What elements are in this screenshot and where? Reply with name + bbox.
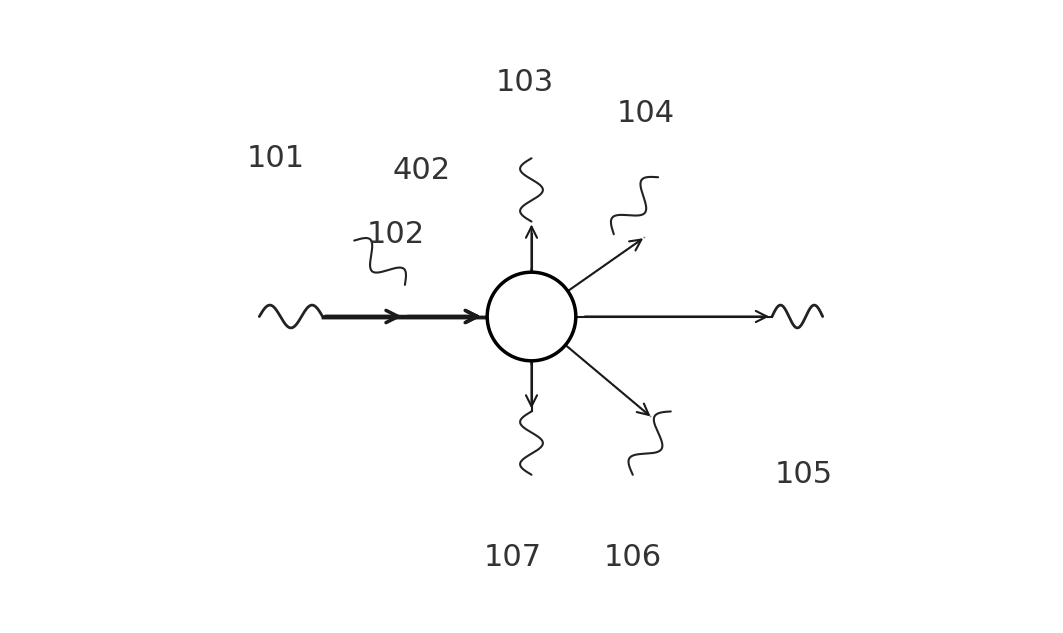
Text: 102: 102	[367, 220, 425, 249]
Text: 101: 101	[247, 144, 305, 173]
Text: 105: 105	[775, 460, 832, 489]
Text: 104: 104	[617, 99, 675, 128]
Text: 107: 107	[484, 542, 541, 572]
Text: 402: 402	[392, 156, 451, 185]
Text: 106: 106	[604, 542, 662, 572]
Text: 103: 103	[496, 68, 554, 97]
Circle shape	[487, 272, 576, 361]
